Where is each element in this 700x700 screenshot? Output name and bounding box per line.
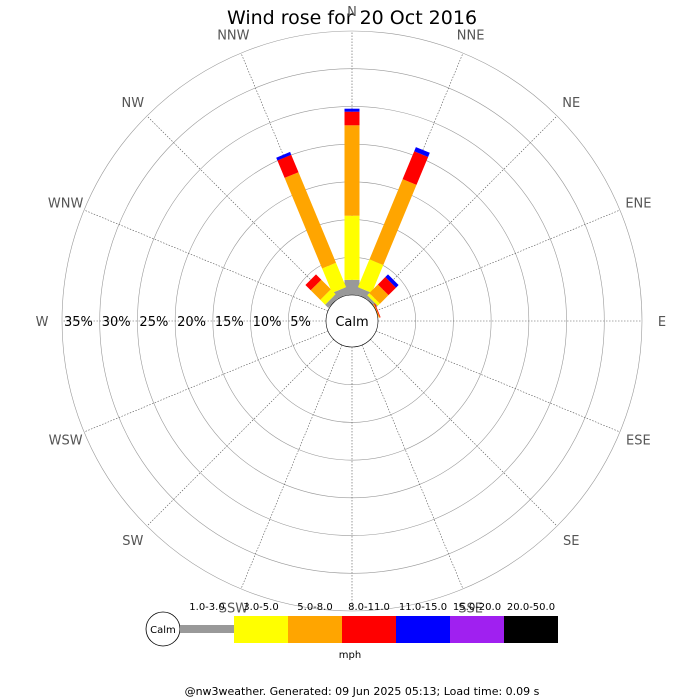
radial-label: 5% bbox=[290, 315, 311, 330]
bar-n-bin-0 bbox=[344, 279, 360, 295]
bar-n-bin-4 bbox=[344, 108, 360, 112]
legend-label-0: 1.0-3.0 bbox=[189, 602, 224, 613]
legend-label-4: 11.0-15.0 bbox=[399, 602, 447, 613]
bar-n-bin-3 bbox=[344, 111, 360, 126]
radial-label: 25% bbox=[139, 315, 168, 330]
bar-nnw-bin-3 bbox=[277, 154, 299, 178]
bar-ene-bin-2 bbox=[373, 303, 380, 318]
direction-label-ese: ESE bbox=[626, 434, 651, 449]
grid-circle bbox=[137, 106, 567, 536]
calm-label: Calm bbox=[335, 315, 368, 330]
spoke-nne bbox=[361, 52, 464, 298]
bar-nw-bin-2 bbox=[310, 279, 331, 300]
legend-label-2: 5.0-8.0 bbox=[297, 602, 332, 613]
radial-labels: 35% 30% 25% 20% 15% 10% 5% bbox=[64, 315, 311, 330]
legend-swatch-2 bbox=[288, 616, 342, 643]
bar-nnw-bin-1 bbox=[322, 262, 347, 293]
bar-ene-bin-3 bbox=[374, 303, 381, 318]
spoke-nw bbox=[146, 115, 334, 303]
speed-legend: Calm 1.0-3.0 3.0-5.0 5.0-8.0 8.0-11.0 11.0-15… bbox=[145, 602, 558, 647]
spoke-ese bbox=[375, 330, 621, 433]
direction-label-wsw: WSW bbox=[49, 434, 83, 449]
spoke-sw bbox=[146, 339, 334, 527]
spoke-ene bbox=[375, 209, 621, 312]
direction-label-sse: SSE bbox=[458, 601, 483, 616]
legend-swatch-3 bbox=[342, 616, 396, 643]
direction-label-sw: SW bbox=[122, 534, 143, 549]
direction-label-ssw: SSW bbox=[219, 601, 249, 616]
calm-circle bbox=[325, 294, 379, 348]
legend-calm-label: Calm bbox=[150, 625, 176, 636]
direction-label-wnw: WNW bbox=[48, 196, 84, 211]
bar-ne-bin-4 bbox=[385, 274, 399, 288]
direction-label-ene: ENE bbox=[625, 196, 651, 211]
bar-nne-bin-2 bbox=[369, 179, 417, 265]
legend-swatch-5 bbox=[450, 616, 504, 643]
legend-label-1: 3.0-5.0 bbox=[243, 602, 278, 613]
bar-nne-bin-4 bbox=[414, 147, 430, 157]
bar-ne-bin-3 bbox=[377, 277, 396, 296]
direction-label-se: SE bbox=[563, 534, 579, 549]
direction-label-nne: NNE bbox=[457, 29, 485, 44]
unit-label: mph bbox=[339, 650, 361, 661]
bar-ne-bin-1 bbox=[367, 293, 380, 306]
direction-labels: NNNENEENEEESESESSESSSWSWWSWWWNWNWNNW bbox=[36, 5, 667, 640]
bar-nne-bin-3 bbox=[402, 151, 429, 185]
direction-label-nnw: NNW bbox=[217, 29, 249, 44]
direction-label-ne: NE bbox=[562, 96, 580, 111]
bar-n-bin-1 bbox=[344, 215, 360, 280]
legend-swatch-4 bbox=[396, 616, 450, 643]
radial-label: 35% bbox=[64, 315, 93, 330]
spoke-ssw bbox=[240, 344, 343, 590]
radial-label: 15% bbox=[215, 315, 244, 330]
spoke-wnw bbox=[83, 209, 329, 312]
chart-title: Wind rose for 20 Oct 2016 bbox=[227, 7, 477, 29]
bar-nne-bin-1 bbox=[357, 259, 384, 293]
legend-swatch-1 bbox=[234, 616, 288, 643]
bar-ne-bin-2 bbox=[369, 284, 389, 304]
wind-bars bbox=[276, 108, 430, 318]
direction-label-nw: NW bbox=[122, 96, 145, 111]
bar-nw-bin-3 bbox=[305, 274, 322, 291]
radial-label: 30% bbox=[102, 315, 131, 330]
legend-label-3: 8.0-11.0 bbox=[348, 602, 390, 613]
direction-label-e: E bbox=[658, 315, 666, 330]
legend-label-6: 20.0-50.0 bbox=[507, 602, 555, 613]
spoke-se bbox=[370, 339, 558, 527]
direction-label-n: N bbox=[347, 5, 357, 20]
bar-nw-bin-1 bbox=[320, 289, 336, 305]
spoke-sse bbox=[361, 344, 464, 590]
bar-nw-bin-0 bbox=[325, 294, 339, 308]
grid-circle bbox=[61, 30, 643, 612]
bar-nnw-bin-4 bbox=[276, 151, 292, 161]
direction-label-w: W bbox=[36, 315, 49, 330]
legend-label-5: 15.0-20.0 bbox=[453, 602, 501, 613]
spoke-wsw bbox=[83, 330, 329, 433]
legend-swatch-0 bbox=[180, 625, 234, 633]
bar-nnw-bin-2 bbox=[284, 172, 336, 269]
spoke-nnw bbox=[240, 52, 343, 298]
legend-swatch-6 bbox=[504, 616, 558, 643]
spoke-ne bbox=[370, 115, 558, 303]
bar-n-bin-2 bbox=[344, 125, 360, 216]
radial-label: 10% bbox=[253, 315, 282, 330]
footer-text: @nw3weather. Generated: 09 Jun 2025 05:1… bbox=[185, 685, 540, 698]
radial-label: 20% bbox=[177, 315, 206, 330]
